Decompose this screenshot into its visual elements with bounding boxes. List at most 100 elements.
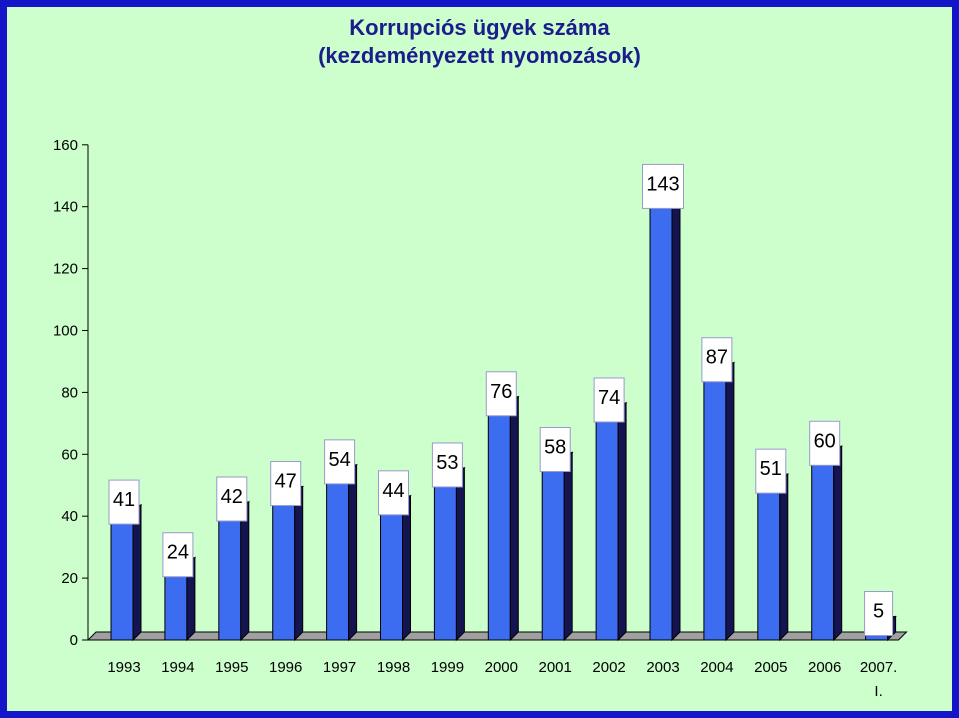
bar-side: [779, 472, 789, 642]
y-tick-label: 100: [53, 323, 78, 340]
bar-2001: [540, 451, 574, 642]
data-label-text: 76: [490, 381, 512, 403]
x-tick-label: 2002: [592, 659, 625, 676]
data-label-box: [108, 479, 140, 525]
y-tick-label: 20: [61, 570, 78, 587]
bar-front: [595, 410, 619, 641]
bar-front: [326, 472, 350, 641]
data-label-box: [701, 337, 733, 383]
x-tick-label: 1994: [161, 659, 194, 676]
bar-1993: [109, 503, 143, 642]
data-label-1994: 24: [162, 532, 194, 578]
bar-side: [833, 445, 843, 642]
bar-front: [487, 404, 511, 641]
bar-front: [380, 503, 403, 641]
bar-2000: [487, 395, 520, 642]
data-label-1999: 53: [431, 442, 463, 488]
bar-1995: [217, 500, 251, 642]
bar-front: [541, 459, 565, 641]
bar-front: [110, 512, 134, 641]
bar-side: [671, 188, 681, 642]
data-label-box: [270, 461, 302, 507]
bar-front: [272, 494, 296, 641]
data-label-box: [755, 448, 787, 494]
bar-1998: [379, 494, 412, 642]
chart-title-line2: (kezdeményezett nyomozások): [318, 43, 641, 68]
x-tick-label: 2000: [485, 659, 518, 676]
chart-title-line1: Korrupciós ügyek száma: [349, 15, 610, 40]
bar-side: [725, 361, 735, 642]
data-label-text: 53: [436, 452, 458, 474]
data-label-box: [864, 591, 894, 637]
data-label-2003: 143: [642, 163, 684, 209]
data-label-text: 24: [167, 542, 189, 564]
x-tick-label: 2005: [754, 659, 787, 676]
data-label-2006: 60: [809, 420, 841, 466]
y-tick-label: 0: [70, 632, 78, 649]
bar-2006: [810, 445, 843, 642]
x-tick-label: 1997: [323, 659, 356, 676]
data-label-1998: 44: [378, 470, 409, 516]
data-label-text: 5: [873, 601, 884, 623]
x-axis: 1993 1994 1995 1996 1997 1998 1999 2000 2001 2002…: [107, 659, 897, 700]
x-tick-label: 2006: [808, 659, 841, 676]
y-tick-label: 40: [61, 508, 78, 525]
x-tick-label: 1993: [107, 659, 140, 676]
data-label-text: 60: [814, 430, 836, 452]
bar-side: [509, 395, 519, 642]
bar-side: [455, 466, 465, 642]
data-label-text: 58: [544, 436, 566, 458]
x-tick-label: 2001: [539, 659, 572, 676]
chart-title: Korrupciós ügyek száma (kezdeményezett n…: [0, 14, 959, 70]
data-label-2002: 74: [593, 377, 625, 423]
bar-front: [218, 509, 242, 641]
x-tick-label: 1996: [269, 659, 302, 676]
data-label-2004: 87: [701, 337, 733, 383]
data-label-text: 51: [760, 458, 782, 480]
data-label-1995: 42: [216, 476, 248, 522]
bar-side: [240, 500, 250, 642]
data-label-text: 41: [113, 489, 135, 511]
bar-front: [649, 196, 673, 641]
x-tick-label: 1998: [377, 659, 410, 676]
x-tick-label: 2003: [646, 659, 679, 676]
data-label-box: [485, 371, 517, 417]
data-label-1993: 41: [108, 479, 140, 525]
bar-side: [402, 494, 411, 642]
x-tick-label: 2007. I.: [860, 659, 898, 700]
data-label-box: [539, 426, 571, 472]
data-labels: 41 24 42 47 54 44 53 76 58 74 143 87 51 60 5: [108, 163, 894, 637]
bar-2005: [756, 472, 790, 642]
data-label-text: 47: [275, 471, 297, 493]
bar-side: [348, 463, 358, 642]
y-axis: 0 20 40 60 80 100 120 140 160: [53, 137, 89, 649]
data-label-2005: 51: [755, 448, 787, 494]
y-tick-label: 60: [61, 446, 78, 463]
bar-1996: [271, 485, 304, 642]
data-label-box: [593, 377, 625, 423]
x-tick-label: 1995: [215, 659, 248, 676]
data-label-box: [162, 532, 194, 578]
bar-front: [703, 370, 727, 641]
data-label-text: 143: [646, 173, 679, 195]
bar-side: [563, 451, 573, 642]
bar-front: [433, 475, 457, 641]
bar-2003: [648, 188, 682, 642]
data-label-text: 42: [221, 486, 243, 508]
bar-2002: [594, 401, 628, 642]
bar-side: [132, 503, 142, 642]
data-label-1996: 47: [270, 461, 302, 507]
y-tick-label: 80: [61, 384, 78, 401]
data-label-box: [216, 476, 248, 522]
bar-1999: [433, 466, 466, 642]
bar-front: [757, 481, 781, 641]
data-label-box: [324, 439, 356, 485]
data-label-1997: 54: [324, 439, 356, 485]
data-label-box: [378, 470, 409, 516]
data-label-text: 87: [706, 347, 728, 369]
data-label-box: [642, 163, 684, 209]
y-tick-label: 140: [53, 199, 78, 216]
bar-side: [294, 485, 304, 642]
